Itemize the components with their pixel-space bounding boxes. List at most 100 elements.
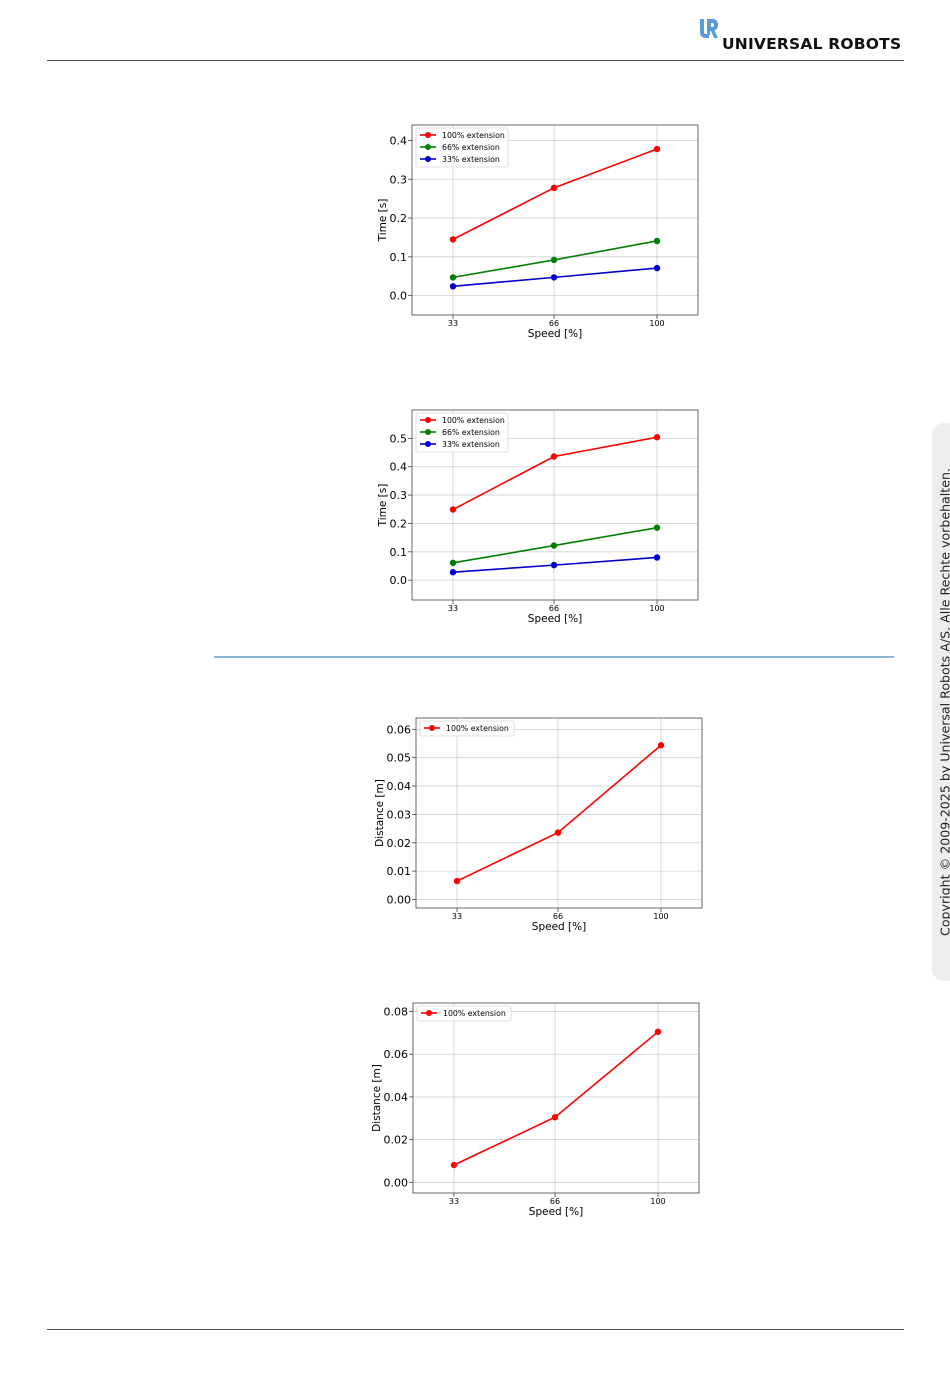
legend-marker xyxy=(425,417,431,423)
data-point xyxy=(654,1028,662,1036)
x-tick-label: 100 xyxy=(653,912,668,921)
brand-logo: UNIVERSAL ROBOTS xyxy=(698,18,908,56)
legend-box xyxy=(416,1005,512,1022)
data-point xyxy=(550,274,558,281)
data-point xyxy=(450,1161,458,1169)
data-point xyxy=(449,274,457,281)
y-tick-label: 0.04 xyxy=(387,780,412,793)
legend-box xyxy=(415,412,509,453)
x-tick-label: 66 xyxy=(553,912,563,921)
legend-label: 66% extension xyxy=(442,428,500,437)
legend-marker xyxy=(425,441,431,447)
legend-label: 33% extension xyxy=(442,155,500,164)
data-point xyxy=(653,434,661,441)
data-point xyxy=(449,283,457,290)
y-axis-label: Distance [m] xyxy=(374,779,386,847)
legend-marker xyxy=(429,725,435,731)
y-tick-label: 0.3 xyxy=(390,173,408,186)
y-tick-label: 0.06 xyxy=(387,723,412,736)
plot-frame xyxy=(411,124,699,316)
x-tick-label: 100 xyxy=(650,1197,665,1206)
plot-area xyxy=(416,718,702,908)
y-tick-label: 0.00 xyxy=(387,893,412,906)
y-tick-label: 0.06 xyxy=(384,1048,409,1061)
y-tick-label: 0.5 xyxy=(390,432,408,445)
y-tick-label: 0.02 xyxy=(384,1134,409,1147)
y-tick-label: 0.1 xyxy=(390,251,408,264)
x-tick-label: 66 xyxy=(550,1197,560,1206)
x-tick-label: 33 xyxy=(452,912,462,921)
y-tick-label: 0.0 xyxy=(390,574,408,587)
x-axis-label: Speed [%] xyxy=(529,1206,583,1218)
data-point xyxy=(449,236,457,243)
y-tick-label: 0.03 xyxy=(387,808,412,821)
y-tick-label: 0.4 xyxy=(390,461,408,474)
y-tick-label: 0.3 xyxy=(390,489,408,502)
x-tick-label: 100 xyxy=(649,319,664,328)
x-tick-label: 33 xyxy=(449,1197,459,1206)
x-axis-label: Speed [%] xyxy=(528,328,582,340)
data-point xyxy=(657,742,665,749)
y-tick-label: 0.04 xyxy=(384,1091,409,1104)
x-tick-label: 100 xyxy=(649,604,664,613)
y-axis-label: Time [s] xyxy=(377,199,389,243)
y-tick-label: 0.2 xyxy=(390,212,408,225)
legend-label: 100% extension xyxy=(442,416,505,425)
plot-frame xyxy=(412,1002,700,1194)
plot-frame xyxy=(415,717,703,909)
footer-divider xyxy=(47,1329,904,1330)
y-tick-label: 0.1 xyxy=(390,546,408,559)
data-point xyxy=(554,829,562,836)
data-point xyxy=(653,145,661,153)
legend-label: 100% extension xyxy=(446,724,509,733)
data-point xyxy=(550,542,558,549)
y-tick-label: 0.0 xyxy=(390,290,408,303)
data-point xyxy=(453,877,461,885)
data-point xyxy=(551,1114,559,1121)
data-point xyxy=(550,453,558,460)
y-tick-label: 0.08 xyxy=(384,1006,409,1019)
legend-label: 33% extension xyxy=(442,440,500,449)
data-point xyxy=(449,506,457,513)
data-point xyxy=(653,264,661,272)
copyright-text: Copyright © 2009-2025 by Universal Robot… xyxy=(937,468,950,936)
legend-label: 100% extension xyxy=(442,131,505,140)
y-tick-label: 0.02 xyxy=(387,837,412,850)
data-point xyxy=(550,184,558,192)
legend-label: 66% extension xyxy=(442,143,500,152)
legend-box xyxy=(415,127,509,168)
x-tick-label: 33 xyxy=(448,319,458,328)
y-tick-label: 0.01 xyxy=(387,865,412,878)
x-tick-label: 66 xyxy=(549,319,559,328)
chart-time-1: 0.0 0.1 0.2 0.3 0.4 33 66 100 Speed [%] Time [s] 1… xyxy=(377,124,699,340)
copyright-tab xyxy=(932,423,950,981)
legend-marker xyxy=(425,156,431,162)
y-tick-label: 0.00 xyxy=(384,1176,409,1189)
x-axis-label: Speed [%] xyxy=(528,613,582,625)
ur-logo-icon xyxy=(700,19,718,38)
legend-label: 100% extension xyxy=(443,1009,506,1018)
data-point xyxy=(550,256,558,264)
chart-time-2: 0.0 0.1 0.2 0.3 0.4 0.5 33 66 100 Speed [%] Time [… xyxy=(377,409,699,625)
data-point xyxy=(550,561,558,569)
data-point xyxy=(653,237,661,245)
data-point xyxy=(653,554,661,561)
x-tick-label: 33 xyxy=(448,604,458,613)
legend-marker xyxy=(426,1010,432,1016)
y-tick-label: 0.4 xyxy=(390,135,408,148)
y-tick-label: 0.05 xyxy=(387,752,412,765)
brand-name: UNIVERSAL ROBOTS xyxy=(722,35,902,53)
legend-marker xyxy=(425,132,431,138)
chart-distance-1: 0.00 0.01 0.02 0.03 0.04 0.05 0.06 33 66 100 Speed… xyxy=(374,717,703,933)
x-tick-label: 66 xyxy=(549,604,559,613)
x-axis-label: Speed [%] xyxy=(532,921,586,933)
header-divider xyxy=(47,60,904,61)
legend-marker xyxy=(425,144,431,150)
plot-frame xyxy=(411,409,699,601)
y-tick-label: 0.2 xyxy=(390,517,408,530)
legend-box xyxy=(419,720,515,737)
section-divider xyxy=(214,656,894,658)
chart-distance-2: 0.00 0.02 0.04 0.06 0.08 33 66 100 Speed [%] Dist… xyxy=(371,1002,700,1218)
data-point xyxy=(449,569,457,576)
y-axis-label: Time [s] xyxy=(377,484,389,528)
